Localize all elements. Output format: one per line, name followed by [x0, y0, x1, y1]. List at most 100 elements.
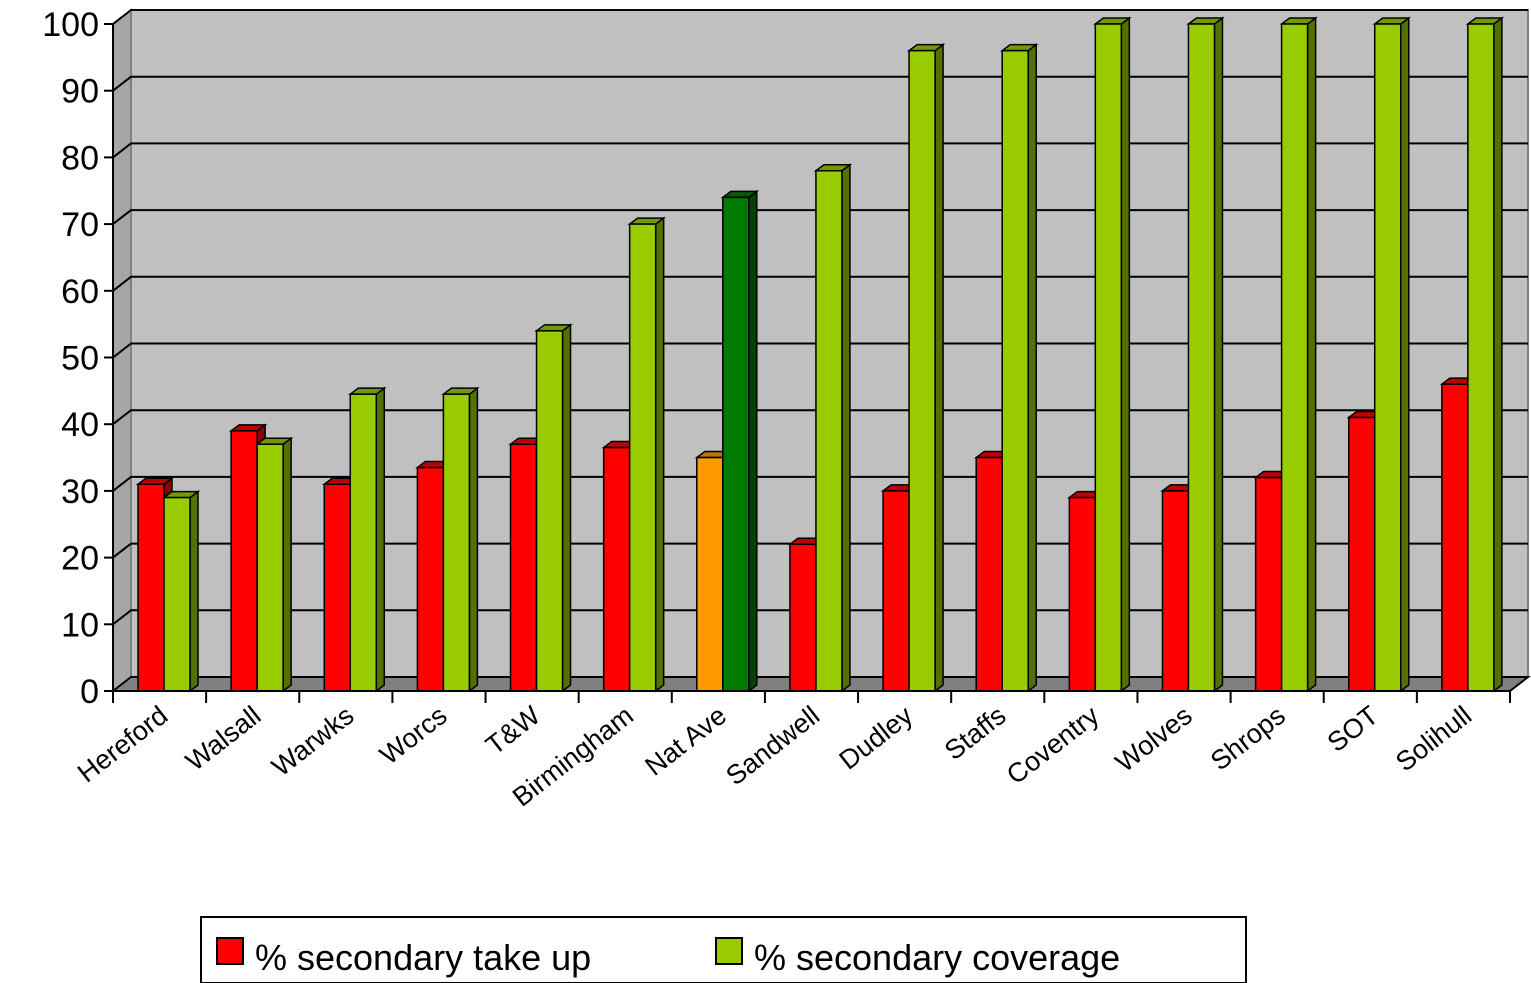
bar-front [975, 456, 1003, 692]
bar-coverage [999, 43, 1039, 693]
bar-front [1094, 23, 1123, 692]
gridline [112, 542, 1528, 559]
bar-side [282, 436, 292, 693]
x-tick-label: SOT [1322, 700, 1384, 758]
x-tick-label: Worcs [374, 700, 452, 770]
bar-front [602, 446, 631, 692]
bar-side [1306, 16, 1317, 693]
bar-front [696, 456, 724, 692]
bar-side [189, 490, 199, 693]
bar-front [908, 49, 936, 692]
y-tick-label: 70 [61, 206, 99, 244]
bar-front [137, 483, 165, 692]
bar-coverage [254, 436, 294, 693]
bar-front [789, 543, 817, 692]
bar-coverage [1186, 16, 1225, 693]
bar-front [1467, 23, 1495, 692]
bar-side [1399, 16, 1410, 693]
bar-front [230, 430, 258, 692]
bar-front [349, 393, 378, 692]
bars [135, 16, 1505, 693]
bar-front [1347, 416, 1376, 692]
bar-coverage [534, 323, 573, 693]
bar-side [1493, 16, 1503, 693]
y-tick-label: 30 [61, 473, 99, 511]
gridline [112, 75, 1528, 92]
bar-front [1068, 496, 1097, 692]
y-tick-label: 60 [61, 273, 99, 311]
bar-front [256, 443, 284, 692]
bar-front [509, 443, 538, 692]
bar-front [722, 196, 750, 692]
gridline [112, 475, 1528, 492]
x-tick-label: Walsall [180, 700, 266, 777]
bar-front [416, 466, 445, 692]
bar-coverage [906, 43, 946, 693]
y-tick-label: 0 [80, 673, 99, 711]
x-tick-label: Wolves [1110, 700, 1198, 778]
x-tick-label: Sandwell [720, 700, 825, 791]
bar-coverage [813, 163, 853, 693]
bar-side [934, 43, 944, 693]
bar-side [1213, 16, 1224, 693]
gridline [112, 409, 1528, 425]
y-tick-label: 100 [42, 6, 99, 44]
bar-coverage [1279, 16, 1318, 693]
bar-front [1373, 23, 1402, 692]
legend-swatch-take-up [216, 937, 244, 965]
gridline [112, 209, 1528, 225]
bar-side [561, 323, 572, 693]
bar-front [1001, 49, 1029, 692]
x-tick-label: T&W [480, 700, 546, 761]
bar-front [1441, 383, 1469, 692]
bar-side [748, 189, 758, 693]
bar-coverage [348, 386, 387, 693]
gridline [112, 609, 1528, 626]
x-tick-label: Warwks [266, 700, 359, 782]
bar-front [815, 169, 843, 692]
legend: % secondary take up % secondary coverage [200, 916, 1247, 983]
gridline [112, 142, 1528, 159]
bar-coverage [161, 490, 201, 693]
bar-side [1120, 16, 1131, 693]
bar-front [882, 490, 910, 692]
x-tick-label: Coventry [1001, 700, 1105, 790]
bar-coverage [1465, 16, 1505, 693]
gridline [112, 342, 1528, 359]
y-tick-label: 10 [61, 606, 99, 644]
x-tick-label: Nat Ave [639, 700, 732, 782]
x-tick-label: Solihull [1390, 700, 1477, 777]
x-tick-label: Staffs [939, 700, 1011, 766]
bar-front [1161, 490, 1190, 692]
bar-side [468, 386, 479, 693]
x-tick-label: Hereford [72, 700, 173, 788]
y-tick-label: 50 [61, 340, 99, 378]
bar-front [1187, 23, 1216, 692]
gridlines [112, 9, 1528, 626]
gridline [112, 275, 1528, 292]
bar-side [1027, 43, 1037, 693]
y-axis: 0 10 20 30 40 50 60 70 80 90 100 [42, 6, 114, 711]
legend-label-coverage: % secondary coverage [754, 937, 1120, 978]
legend-swatch-coverage [715, 937, 743, 965]
gridline [112, 9, 1528, 25]
bar-coverage [441, 386, 480, 693]
y-tick-label: 90 [61, 73, 99, 111]
bar-front [442, 393, 471, 692]
bar-side [841, 163, 851, 693]
bar-coverage [1093, 16, 1132, 693]
legend-label-take-up: % secondary take up [255, 937, 591, 978]
bar-coverage [627, 216, 666, 693]
bar-coverage [1372, 16, 1411, 693]
bar-side [654, 216, 665, 693]
bar-side [375, 386, 386, 693]
bar-front [1254, 476, 1283, 692]
bar-front [163, 496, 191, 692]
y-tick-label: 20 [61, 540, 99, 578]
bar-front [628, 223, 657, 692]
x-tick-label: Shrops [1205, 700, 1291, 776]
bar-front [535, 330, 564, 692]
bar-coverage [720, 189, 760, 693]
